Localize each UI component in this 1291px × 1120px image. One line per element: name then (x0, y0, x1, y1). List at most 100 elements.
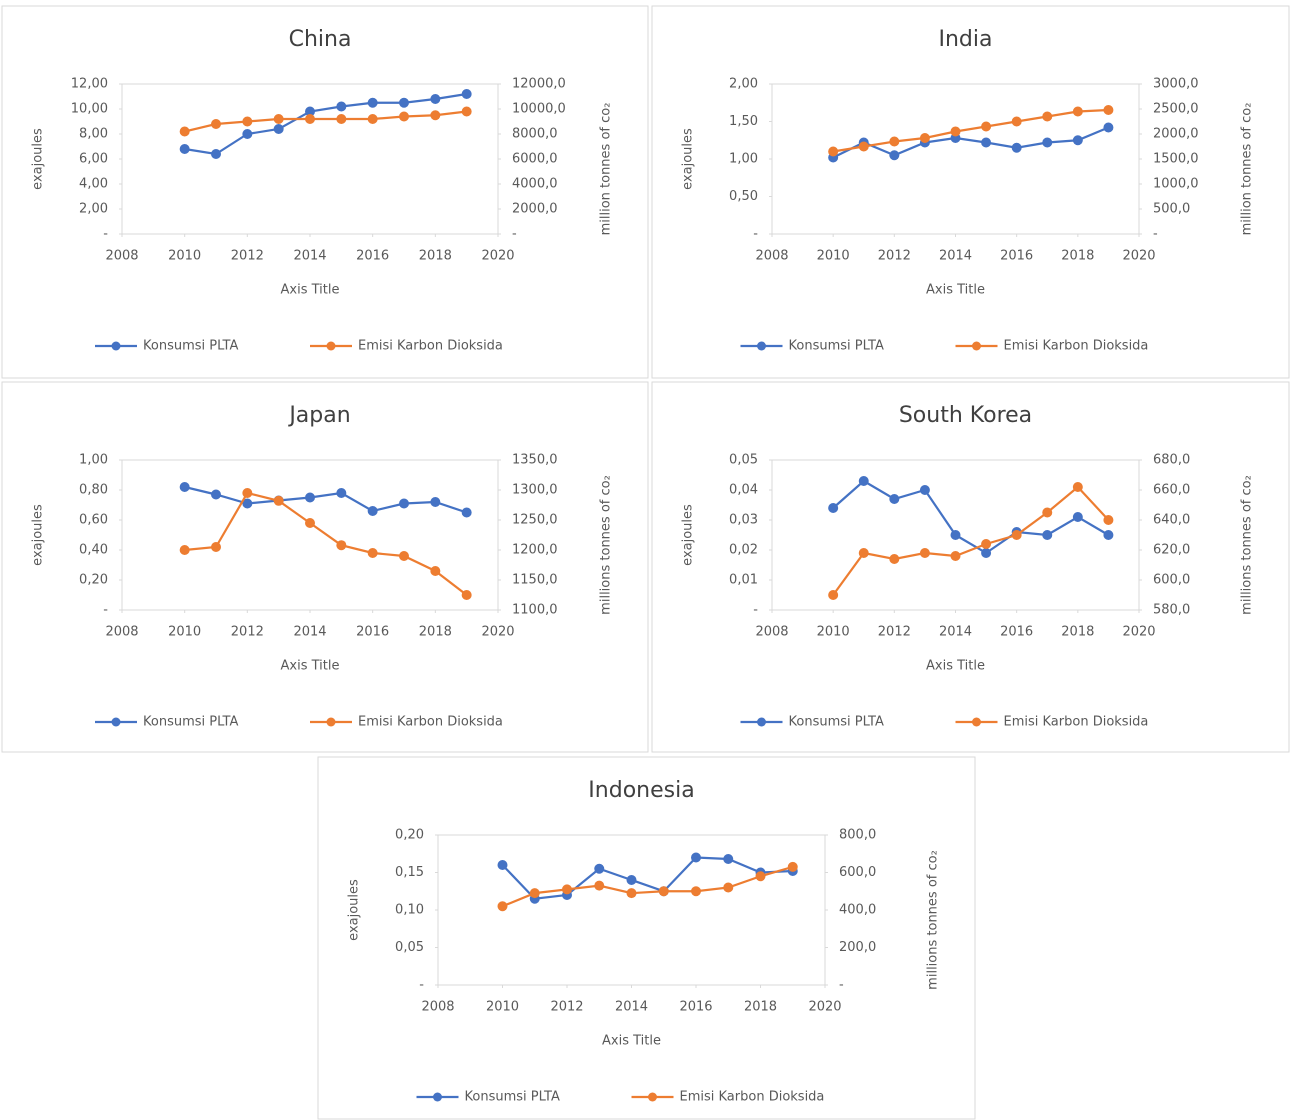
data-point (399, 498, 409, 509)
y-tick-label: 0,05 (729, 453, 758, 468)
y-tick-label: 0,80 (79, 483, 108, 498)
series-line (184, 110, 467, 133)
y2-tick-label: 4000,0 (512, 177, 558, 192)
x-tick-label: 2020 (1122, 625, 1155, 640)
x-tick-label: 2008 (105, 249, 138, 264)
data-point (273, 114, 284, 124)
data-point (305, 492, 315, 503)
y-axis-title: exajoules (347, 879, 362, 941)
y2-tick-label: 2500,0 (1153, 102, 1199, 117)
data-point (242, 488, 253, 498)
series-line (501, 856, 793, 900)
y-tick-label: 0,10 (395, 903, 424, 918)
series-line (184, 491, 468, 596)
y-tick-label: 0,15 (395, 865, 424, 880)
legend-label: Konsumsi PLTA (789, 339, 884, 354)
data-point (430, 497, 441, 507)
data-point (242, 116, 253, 127)
x-tick-label: 2018 (1061, 249, 1094, 264)
y-tick-label: 0,03 (729, 513, 758, 528)
y2-tick-label: 1200,0 (512, 543, 558, 558)
y-tick-label: - (753, 603, 758, 618)
data-point (1011, 530, 1022, 540)
data-point (399, 551, 409, 561)
y2-tick-label: 620,0 (1153, 543, 1190, 558)
data-point (691, 886, 701, 897)
data-point (1042, 137, 1053, 148)
data-point (461, 106, 472, 117)
chart-panel: India Axis Title exajoules million tonnes o… (651, 5, 1290, 379)
x-tick-label: 2020 (1122, 249, 1155, 264)
data-point (950, 126, 961, 137)
y-axis-title: exajoules (681, 504, 696, 566)
y2-axis-title: millions tonnes of co₂ (926, 850, 941, 990)
data-point (1103, 105, 1114, 115)
data-point (889, 136, 900, 147)
y2-tick-label: 580,0 (1153, 603, 1190, 618)
y2-tick-label: 600,0 (839, 865, 876, 880)
data-point (1042, 507, 1053, 518)
data-point (562, 884, 572, 895)
data-point (461, 507, 472, 518)
chart-panel: China Axis Title exajoules million tonnes o… (1, 5, 649, 379)
data-point (723, 882, 734, 893)
data-point (755, 871, 766, 882)
data-point (242, 129, 253, 139)
y2-tick-label: 1100,0 (512, 603, 558, 618)
y-axis-title: exajoules (31, 504, 46, 566)
y2-tick-label: 500,0 (1153, 202, 1190, 217)
panel-border (1, 5, 649, 379)
data-point (889, 494, 900, 504)
x-axis-title: Axis Title (926, 283, 985, 298)
x-tick-label: 2018 (744, 1000, 777, 1015)
x-tick-label: 2012 (878, 249, 911, 264)
data-point (1103, 530, 1114, 540)
x-tick-label: 2008 (755, 249, 788, 264)
data-point (336, 540, 347, 551)
panel-border (651, 381, 1290, 753)
data-point (658, 886, 669, 897)
y-tick-label: 1,00 (729, 152, 758, 167)
x-tick-label: 2008 (755, 625, 788, 640)
data-point (787, 861, 798, 872)
y-tick-label: - (753, 227, 758, 242)
data-point (336, 114, 347, 124)
data-point (1103, 515, 1114, 525)
series-line (184, 485, 468, 514)
x-tick-label: 2010 (817, 625, 850, 640)
x-tick-label: 2016 (1000, 249, 1033, 264)
y2-tick-label: 400,0 (839, 903, 876, 918)
data-point (828, 146, 839, 157)
legend-marker (326, 717, 336, 727)
y-tick-label: 1,50 (729, 114, 758, 129)
x-tick-label: 2014 (939, 249, 972, 264)
y2-tick-label: 1300,0 (512, 483, 558, 498)
series-line (832, 485, 1110, 596)
y-tick-label: 8,00 (79, 127, 108, 142)
data-point (1072, 106, 1083, 117)
y-tick-label: 0,20 (79, 573, 108, 588)
data-point (691, 852, 701, 863)
data-point (179, 126, 190, 137)
y-tick-label: 0,50 (729, 189, 758, 204)
series-line (184, 92, 467, 156)
data-point (1072, 512, 1083, 522)
y2-tick-label: 600,0 (1153, 573, 1190, 588)
x-axis-title: Axis Title (926, 659, 985, 674)
y2-tick-label: 6000,0 (512, 152, 558, 167)
y-tick-label: 0,01 (729, 573, 758, 588)
x-tick-label: 2014 (615, 1000, 648, 1015)
x-tick-label: 2010 (168, 249, 201, 264)
chart-title: South Korea (899, 403, 1032, 428)
y2-tick-label: 10000,0 (512, 102, 566, 117)
y2-tick-label: 1350,0 (512, 453, 558, 468)
y2-tick-label: 8000,0 (512, 127, 558, 142)
data-point (889, 150, 900, 161)
legend-label: Emisi Karbon Dioksida (358, 715, 503, 730)
data-point (336, 488, 347, 498)
x-axis-title: Axis Title (281, 283, 340, 298)
legend-marker (648, 1092, 657, 1102)
data-point (367, 97, 378, 108)
x-tick-label: 2012 (878, 625, 911, 640)
